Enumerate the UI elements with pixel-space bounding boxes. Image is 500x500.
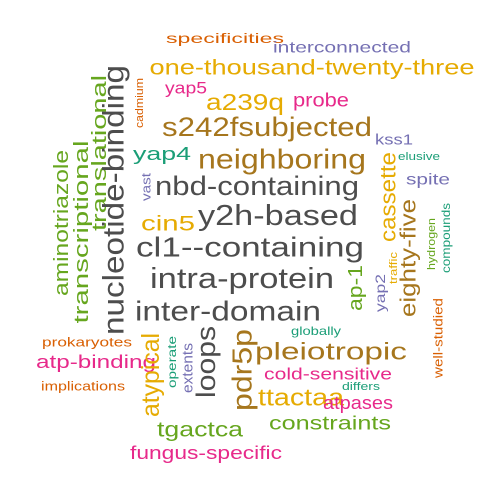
word-33: well-studied <box>431 298 446 379</box>
word-30: inter-domain <box>135 296 321 327</box>
word-24: compounds <box>439 203 453 273</box>
word-4: yap5 <box>165 79 207 98</box>
word-1: interconnected <box>273 40 411 57</box>
word-19: spite <box>406 172 450 189</box>
word-6: nucleotide-binding <box>98 65 131 335</box>
word-8: probe <box>293 91 349 112</box>
word-10: kss1 <box>375 132 413 149</box>
word-48: fungus-specific <box>130 443 282 463</box>
word-37: pleiotropic <box>255 339 407 366</box>
word-40: extents <box>180 343 197 393</box>
word-5: cadmium <box>134 78 146 128</box>
word-0: specificities <box>166 30 284 46</box>
word-32: globally <box>291 324 341 338</box>
word-47: constraints <box>269 414 391 435</box>
word-45: atpases <box>323 393 393 413</box>
word-12: neighboring <box>198 144 366 175</box>
word-17: nbd-containing <box>155 171 359 201</box>
word-15: transcriptional <box>71 141 93 324</box>
word-44: differs <box>342 381 381 393</box>
word-16: vast <box>139 173 154 201</box>
word-26: traffic <box>388 251 400 284</box>
word-39: atypical <box>137 333 165 417</box>
word-11: yap4 <box>133 144 191 164</box>
word-29: ap-1 <box>345 265 367 311</box>
word-23: hydrogen <box>426 218 438 270</box>
word-21: y2h-based <box>198 200 358 232</box>
word-9: s242fsubjected <box>162 112 372 142</box>
word-36: pdr5p <box>227 329 258 411</box>
word-25: cl1--containing <box>136 232 364 263</box>
word-2: one-thousand-twenty-three <box>150 57 475 80</box>
word-34: prokaryotes <box>42 335 133 350</box>
word-27: intra-protein <box>150 263 334 295</box>
word-46: tgactca <box>157 419 243 442</box>
word-14: aminotriazole <box>51 150 73 296</box>
word-28: yap2 <box>372 274 388 312</box>
word-35: operate <box>165 336 179 388</box>
word-13: elusive <box>398 151 440 163</box>
word-42: implications <box>41 379 126 394</box>
